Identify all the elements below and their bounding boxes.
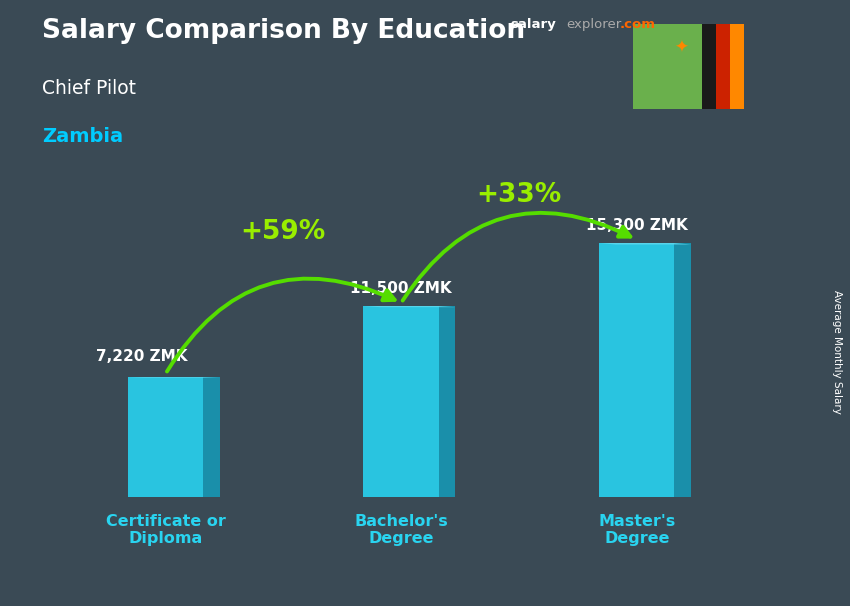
Text: Chief Pilot: Chief Pilot xyxy=(42,79,137,98)
Text: ✦: ✦ xyxy=(675,38,688,56)
Bar xyxy=(364,306,439,497)
Bar xyxy=(702,24,716,109)
Text: Average Monthly Salary: Average Monthly Salary xyxy=(832,290,842,413)
Polygon shape xyxy=(439,306,456,497)
Bar xyxy=(730,24,744,109)
Text: Zambia: Zambia xyxy=(42,127,123,146)
Bar xyxy=(128,377,203,497)
Polygon shape xyxy=(203,377,220,497)
Bar xyxy=(716,24,730,109)
Text: .com: .com xyxy=(620,18,655,31)
Polygon shape xyxy=(364,306,456,307)
Text: +59%: +59% xyxy=(241,219,326,245)
Text: explorer: explorer xyxy=(566,18,621,31)
Text: +33%: +33% xyxy=(476,182,562,208)
Text: salary: salary xyxy=(510,18,556,31)
Polygon shape xyxy=(674,243,691,497)
Text: Salary Comparison By Education: Salary Comparison By Education xyxy=(42,18,525,44)
Bar xyxy=(599,243,674,497)
Text: 15,300 ZMK: 15,300 ZMK xyxy=(586,218,688,233)
Text: 7,220 ZMK: 7,220 ZMK xyxy=(96,349,188,364)
Text: 11,500 ZMK: 11,500 ZMK xyxy=(350,281,452,296)
Polygon shape xyxy=(599,243,691,244)
